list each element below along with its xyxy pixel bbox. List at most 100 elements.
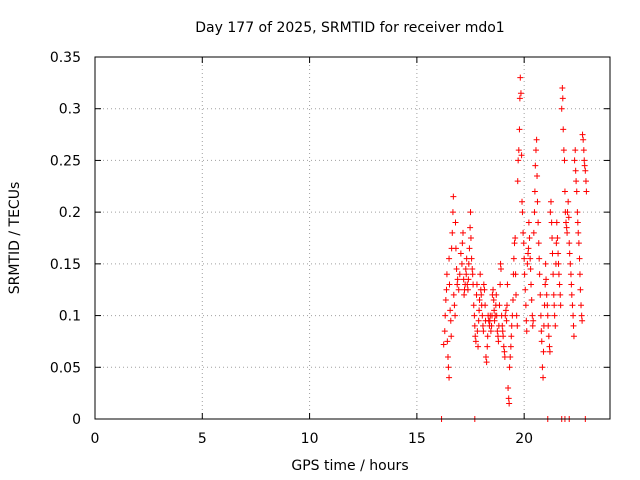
data-point [446,281,453,288]
data-point [522,286,529,293]
y-tick-label: 0.05 [50,360,81,376]
data-point [464,281,471,288]
x-tick-label: 10 [301,431,319,447]
data-point [508,333,515,340]
data-point [582,167,589,174]
data-point [570,312,577,319]
x-tick-label: 0 [91,431,100,447]
data-point [497,266,504,273]
data-point [446,255,453,262]
data-point [480,281,487,288]
y-tick-label: 0.15 [50,257,81,273]
data-point [444,338,451,345]
data-point [484,343,491,350]
data-point [495,338,502,345]
data-point [545,333,552,340]
data-point [581,162,588,169]
data-point [452,219,459,226]
data-point [448,333,455,340]
data-point [577,286,584,293]
data-point [520,240,527,247]
y-tick-labels: 0 0.05 0.1 0.15 0.2 0.25 0.3 0.35 [50,50,81,428]
data-point [442,312,449,319]
data-point [508,322,515,329]
data-point [516,126,523,133]
data-point [447,317,454,324]
data-point [512,271,519,278]
data-point [567,271,574,278]
data-point [513,312,520,319]
data-point [545,322,552,329]
grid-lines [95,57,610,419]
data-point [497,260,504,267]
data-point [582,178,589,185]
data-point [550,291,557,298]
data-point [451,302,458,309]
data-point [576,271,583,278]
data-point [449,209,456,216]
data-point [454,281,461,288]
data-point [469,271,476,278]
data-point [549,235,556,241]
data-point [505,384,512,391]
data-point [559,85,566,92]
data-point [535,240,542,247]
data-point [467,224,474,231]
data-point [520,229,527,236]
data-point [442,297,449,304]
data-point [482,353,489,360]
data-point [475,317,482,324]
data-point [572,147,579,154]
data-point [534,198,541,205]
data-point [488,322,495,329]
data-point [504,302,510,309]
data-point [540,348,547,355]
data-point [512,235,519,241]
data-point [550,271,557,278]
data-point [551,312,558,319]
data-point [573,188,580,195]
data-point [517,74,524,81]
data-point [497,281,504,288]
data-point [563,224,570,231]
data-point [555,260,562,267]
data-point [536,255,543,262]
data-point [516,95,523,102]
data-point [519,209,526,216]
x-tick-label: 20 [515,431,533,447]
data-point [526,235,533,241]
data-point [504,281,511,288]
data-point [491,317,498,324]
data-point [564,209,571,216]
data-point [565,214,572,221]
data-point [525,250,532,257]
data-point [475,343,482,350]
y-tick-label: 0.3 [59,102,81,118]
data-point [534,172,541,179]
data-point [502,312,509,319]
data-point [468,255,475,262]
y-tick-label: 0.1 [59,309,81,325]
data-point [479,312,486,319]
data-point [472,333,479,340]
data-point [566,250,573,257]
data-point [452,312,459,319]
data-point [580,147,587,154]
x-axis-label: GPS time / hours [291,458,408,474]
data-point [532,162,539,169]
data-point [543,276,550,283]
data-point [449,229,456,236]
y-tick-label: 0.2 [59,205,81,221]
data-point [531,209,538,216]
data-point [527,255,534,262]
data-point [467,235,474,241]
data-point [559,95,566,102]
data-point [555,271,562,278]
data-point [460,229,467,236]
data-point [464,286,471,293]
data-point [571,157,578,164]
data-point [535,219,542,226]
data-point [558,105,565,112]
data-point [465,260,472,267]
data-point [471,312,478,319]
